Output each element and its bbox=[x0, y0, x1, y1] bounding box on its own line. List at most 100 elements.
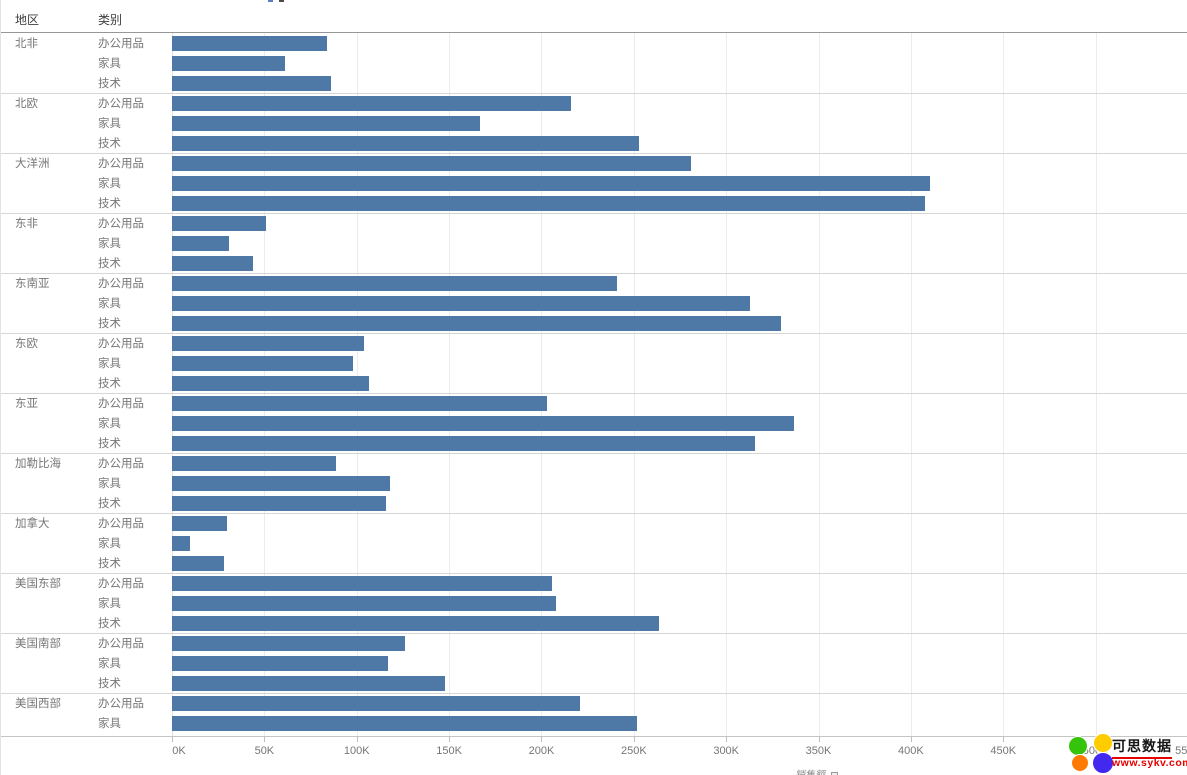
region-group: 东非 办公用品 家具 技术 bbox=[1, 214, 1187, 274]
sales-bar[interactable] bbox=[172, 356, 353, 371]
region-separator bbox=[1, 633, 1187, 634]
sort-icon[interactable] bbox=[831, 771, 838, 775]
sales-bar[interactable] bbox=[172, 256, 254, 271]
sales-bar[interactable] bbox=[172, 676, 446, 691]
sales-bar[interactable] bbox=[172, 556, 224, 571]
category-label: 技术 bbox=[98, 198, 121, 210]
sales-bar[interactable] bbox=[172, 36, 328, 51]
sales-bar[interactable] bbox=[172, 336, 364, 351]
region-group: 大洋洲 办公用品 家具 技术 bbox=[1, 154, 1187, 214]
sales-bar[interactable] bbox=[172, 456, 337, 471]
sales-bar[interactable] bbox=[172, 596, 556, 611]
sales-bar[interactable] bbox=[172, 96, 571, 111]
table-row: 家具 bbox=[91, 294, 1187, 314]
region-group: 美国西部 办公用品 家具 bbox=[1, 694, 1187, 734]
rows-area: 北非 办公用品 家具 技术 北欧 办公用品 家具 技术 大洋洲 办公用品 家具 技术 东非 办公用品 家具技… bbox=[1, 33, 1187, 736]
table-row: 办公用品 bbox=[91, 634, 1187, 654]
bar-track bbox=[172, 614, 1187, 634]
watermark-title: 可思数据 bbox=[1112, 736, 1172, 759]
sales-bar[interactable] bbox=[172, 716, 638, 731]
sales-bar[interactable] bbox=[172, 436, 756, 451]
axis-tick-label: 50K bbox=[254, 745, 275, 757]
table-row: 家具 bbox=[91, 54, 1187, 74]
sales-bar[interactable] bbox=[172, 76, 331, 91]
bar-track bbox=[172, 214, 1187, 234]
region-group: 美国东部 办公用品 家具 技术 bbox=[1, 574, 1187, 634]
sales-bar[interactable] bbox=[172, 316, 781, 331]
region-label: 加拿大 bbox=[15, 518, 50, 530]
region-group: 东南亚 办公用品 家具 技术 bbox=[1, 274, 1187, 334]
table-row: 办公用品 bbox=[91, 154, 1187, 174]
sales-bar[interactable] bbox=[172, 636, 405, 651]
table-row: 技术 bbox=[91, 74, 1187, 94]
category-label: 办公用品 bbox=[98, 278, 144, 290]
category-label: 家具 bbox=[98, 298, 121, 310]
region-label: 东亚 bbox=[15, 398, 38, 410]
sales-bar[interactable] bbox=[172, 56, 285, 71]
sales-bar[interactable] bbox=[172, 196, 925, 211]
bar-track bbox=[172, 254, 1187, 274]
bar-track bbox=[172, 74, 1187, 94]
category-label: 技术 bbox=[98, 138, 121, 150]
table-row: 办公用品 bbox=[91, 274, 1187, 294]
category-label: 办公用品 bbox=[98, 398, 144, 410]
sales-bar[interactable] bbox=[172, 136, 639, 151]
region-separator bbox=[1, 693, 1187, 694]
sales-bar[interactable] bbox=[172, 536, 191, 551]
category-label: 办公用品 bbox=[98, 338, 144, 350]
bar-track bbox=[172, 174, 1187, 194]
category-label: 办公用品 bbox=[98, 38, 144, 50]
category-label: 办公用品 bbox=[98, 98, 144, 110]
axis-tick bbox=[726, 737, 728, 742]
bar-track bbox=[172, 654, 1187, 674]
axis-tick-label: 100K bbox=[343, 745, 370, 757]
watermark-green-circle-icon bbox=[1068, 736, 1088, 756]
table-row: 技术 bbox=[91, 554, 1187, 574]
sales-bar[interactable] bbox=[172, 416, 794, 431]
sales-bar[interactable] bbox=[172, 656, 388, 671]
sales-bar[interactable] bbox=[172, 156, 691, 171]
bar-track bbox=[172, 694, 1187, 714]
sales-bar[interactable] bbox=[172, 216, 267, 231]
bar-track bbox=[172, 554, 1187, 574]
region-label: 北欧 bbox=[15, 98, 38, 110]
sales-bar[interactable] bbox=[172, 176, 931, 191]
sales-bar[interactable] bbox=[172, 576, 553, 591]
category-label: 办公用品 bbox=[98, 578, 144, 590]
category-label: 家具 bbox=[98, 418, 121, 430]
region-label: 大洋洲 bbox=[15, 158, 50, 170]
watermark-orange-circle-icon bbox=[1071, 754, 1089, 772]
axis-title-label: 销售额 bbox=[795, 770, 825, 775]
table-row: 办公用品 bbox=[91, 94, 1187, 114]
axis-tick-label: 400K bbox=[898, 745, 924, 757]
sales-bar[interactable] bbox=[172, 276, 617, 291]
axis-tick-label: 450K bbox=[990, 745, 1017, 757]
sales-bar[interactable] bbox=[172, 116, 481, 131]
region-label: 美国南部 bbox=[15, 638, 61, 650]
table-row: 办公用品 bbox=[91, 454, 1187, 474]
sales-bar[interactable] bbox=[172, 516, 228, 531]
sales-bar[interactable] bbox=[172, 616, 660, 631]
table-row: 技术 bbox=[91, 374, 1187, 394]
sales-bar[interactable] bbox=[172, 696, 580, 711]
region-label: 美国西部 bbox=[15, 698, 61, 710]
bar-track bbox=[172, 674, 1187, 694]
axis-title: 销售额 bbox=[795, 766, 838, 775]
sales-bar[interactable] bbox=[172, 296, 750, 311]
table-row: 技术 bbox=[91, 434, 1187, 454]
table-row: 技术 bbox=[91, 674, 1187, 694]
sales-bar[interactable] bbox=[172, 236, 230, 251]
axis-scale: 销售额 0K 50K 100K 150K 200K 250K 300K 350K 400K 450… bbox=[172, 737, 1187, 775]
bar-track bbox=[172, 194, 1187, 214]
sales-bar[interactable] bbox=[172, 396, 547, 411]
watermark-url[interactable]: www.sykv.com bbox=[1112, 757, 1187, 769]
sales-bar[interactable] bbox=[172, 476, 390, 491]
region-label: 北非 bbox=[15, 38, 38, 50]
axis-tick bbox=[633, 737, 635, 742]
sales-bar[interactable] bbox=[172, 376, 370, 391]
bar-track bbox=[172, 474, 1187, 494]
table-row: 技术 bbox=[91, 254, 1187, 274]
axis-tick bbox=[264, 737, 266, 742]
category-label: 家具 bbox=[98, 238, 121, 250]
sales-bar[interactable] bbox=[172, 496, 387, 511]
